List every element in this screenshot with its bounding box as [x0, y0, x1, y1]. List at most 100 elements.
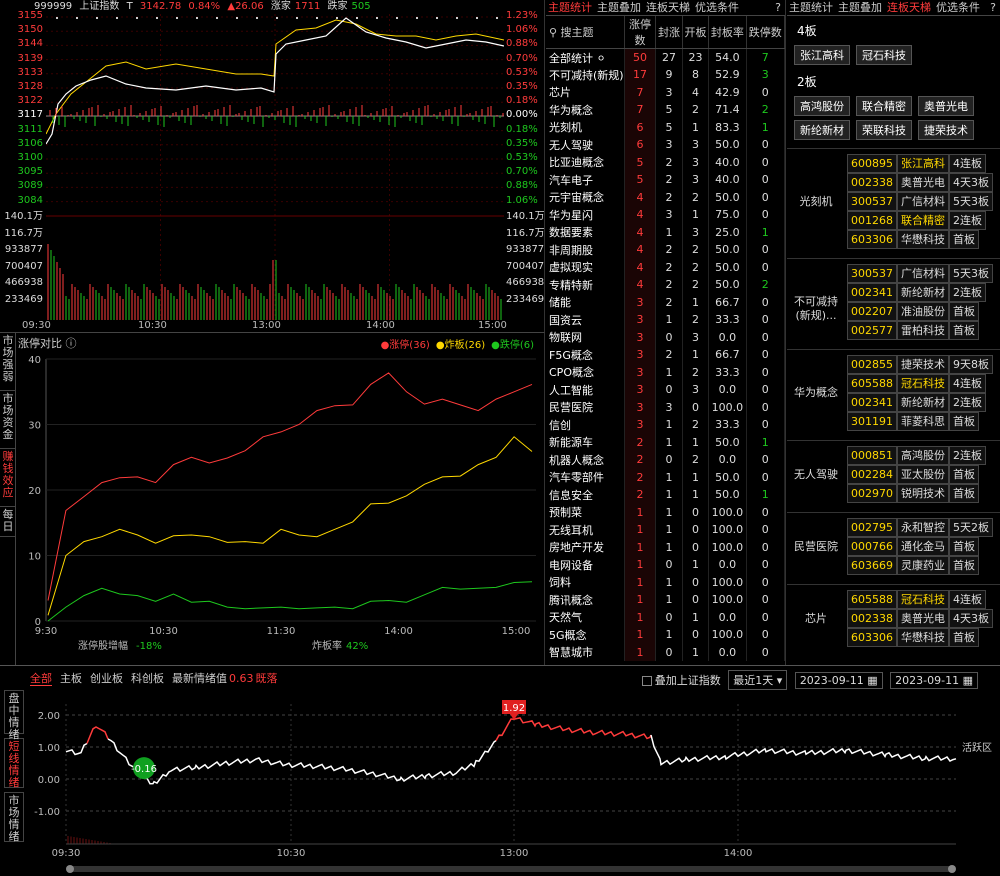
ladder-stock[interactable]: 000766 通化金马 首板: [847, 537, 1000, 556]
theme-row[interactable]: 华为星闪 4 3 1 75.0 0: [546, 206, 785, 224]
theme-row[interactable]: 机器人概念 2 0 2 0.0 0: [546, 451, 785, 469]
overlay-checkbox[interactable]: [641, 676, 652, 686]
theme-row[interactable]: 民营医院 3 3 0 100.0 0: [546, 398, 785, 416]
stock-chip[interactable]: 奥普光电: [918, 96, 974, 116]
ladder-stock[interactable]: 600895 张江高科 4连板: [847, 154, 1000, 173]
ladder-stock[interactable]: 000851 高鸿股份 2连板: [847, 446, 1000, 465]
theme-row[interactable]: 预制菜 1 1 0 100.0 0: [546, 503, 785, 521]
theme-row[interactable]: 数据要素 4 1 3 25.0 1: [546, 223, 785, 241]
ladder-stock[interactable]: 002795 永和智控 5天2板: [847, 518, 1000, 537]
ladder-stock[interactable]: 002207 准油股份 首板: [847, 302, 1000, 321]
ladder-tab-4[interactable]: ?: [990, 1, 996, 14]
price-tick-right: 0.53%: [506, 152, 538, 163]
theme-row[interactable]: 无人驾驶 6 3 3 50.0 0: [546, 136, 785, 154]
theme-row[interactable]: 房地产开发 1 1 0 100.0 0: [546, 538, 785, 556]
theme-row[interactable]: 元宇宙概念 4 2 2 50.0 0: [546, 188, 785, 206]
theme-row[interactable]: 国资云 3 1 2 33.3 0: [546, 311, 785, 329]
index-intraday-chart[interactable]: [46, 14, 504, 320]
theme-row[interactable]: 无线耳机 1 1 0 100.0 0: [546, 521, 785, 539]
theme-row[interactable]: 人工智能 3 0 3 0.0 0: [546, 381, 785, 399]
theme-tab-2[interactable]: 连板天梯: [646, 1, 690, 14]
sentiment-tab-3[interactable]: 科创板: [131, 672, 164, 685]
theme-row[interactable]: CPO概念 3 1 2 33.3 0: [546, 363, 785, 381]
side-tab-2[interactable]: 赚钱效应: [0, 449, 16, 507]
theme-tab-0[interactable]: 主题统计: [548, 1, 592, 14]
stock-chip[interactable]: 联合精密: [856, 96, 912, 116]
ladder-stock[interactable]: 002338 奥普光电 4天3板: [847, 609, 1000, 628]
theme-row[interactable]: F5G概念 3 2 1 66.7 0: [546, 346, 785, 364]
stock-chip[interactable]: 捷荣技术: [918, 120, 974, 140]
ladder-stock[interactable]: 002338 奥普光电 4天3板: [847, 173, 1000, 192]
ladder-stock[interactable]: 002341 新纶新材 2连板: [847, 393, 1000, 412]
ladder-stock[interactable]: 603669 灵康药业 首板: [847, 556, 1000, 575]
theme-row[interactable]: 饲料 1 1 0 100.0 0: [546, 573, 785, 591]
theme-cell: 1: [624, 503, 657, 521]
theme-row[interactable]: 5G概念 1 1 0 100.0 0: [546, 626, 785, 644]
ladder-stock[interactable]: 002855 捷荣技术 9天8板: [847, 355, 1000, 374]
sentiment-side-tab-0[interactable]: 盘中情绪: [4, 690, 24, 741]
theme-row[interactable]: 天然气 1 0 1 0.0 0: [546, 608, 785, 626]
ladder-stock[interactable]: 002284 亚太股份 首板: [847, 465, 1000, 484]
theme-row[interactable]: 信息安全 2 1 1 50.0 1: [546, 486, 785, 504]
sentiment-side-tab-2[interactable]: 市场情绪: [4, 792, 24, 843]
theme-row[interactable]: 腾讯概念 1 1 0 100.0 0: [546, 591, 785, 609]
stock-chip[interactable]: 荣联科技: [856, 120, 912, 140]
ladder-tab-2[interactable]: 连板天梯: [887, 1, 931, 14]
theme-row[interactable]: 汽车零部件 2 1 1 50.0 0: [546, 468, 785, 486]
stock-chip[interactable]: 高鸿股份: [794, 96, 850, 116]
ladder-stock[interactable]: 603306 华懋科技 首板: [847, 628, 1000, 647]
ladder-stock[interactable]: 605588 冠石科技 4连板: [847, 590, 1000, 609]
ladder-stock[interactable]: 001268 联合精密 2连板: [847, 211, 1000, 230]
theme-tab-3[interactable]: 优选条件: [695, 1, 739, 14]
stock-chip[interactable]: 张江高科: [794, 45, 850, 65]
theme-row[interactable]: 芯片 7 3 4 42.9 0: [546, 83, 785, 101]
ladder-stock[interactable]: 603306 华懋科技 首板: [847, 230, 1000, 249]
limit-compare-chart[interactable]: 40 30 20 10 09:30 10:30 11:30 14:00 15:00 涨停股增幅 -1…: [16, 351, 544, 664]
theme-row[interactable]: 全部统计 ⚪ 50 27 23 54.0 7: [546, 48, 785, 66]
ladder-tab-1[interactable]: 主题叠加: [838, 1, 882, 14]
ladder-stock[interactable]: 300537 广信材料 5天3板: [847, 192, 1000, 211]
theme-row[interactable]: 汽车电子 5 2 3 40.0 0: [546, 171, 785, 189]
ladder-stock[interactable]: 300537 广信材料 5天3板: [847, 264, 1000, 283]
sentiment-side-tab-1[interactable]: 短线情绪: [4, 738, 24, 789]
ladder-stock[interactable]: 002970 锐明技术 首板: [847, 484, 1000, 503]
theme-row[interactable]: 光刻机 6 5 1 83.3 1: [546, 118, 785, 136]
theme-row[interactable]: 信创 3 1 2 33.3 0: [546, 416, 785, 434]
info-icon[interactable]: ⓘ: [65, 337, 77, 350]
theme-row[interactable]: 比亚迪概念 5 2 3 40.0 0: [546, 153, 785, 171]
event-dot: [296, 17, 298, 19]
sentiment-tab-2[interactable]: 创业板: [90, 672, 123, 685]
ladder-tab-3[interactable]: 优选条件: [936, 1, 980, 14]
theme-cell: 1: [624, 608, 657, 626]
ladder-stock[interactable]: 605588 冠石科技 4连板: [847, 374, 1000, 393]
sentiment-chart[interactable]: 2.00 1.00 0.00 -1.00 09:30 10:30 13:00 14:00 1.9…: [26, 684, 1000, 876]
theme-row[interactable]: 储能 3 2 1 66.7 0: [546, 293, 785, 311]
theme-row[interactable]: 华为概念 7 5 2 71.4 2: [546, 101, 785, 119]
date-to-input[interactable]: 2023-09-11 ▦: [890, 672, 978, 689]
side-tab-3[interactable]: 每日: [0, 507, 16, 537]
calendar-icon[interactable]: ▦: [962, 674, 973, 687]
stock-chip[interactable]: 冠石科技: [856, 45, 912, 65]
theme-row[interactable]: 新能源车 2 1 1 50.0 1: [546, 433, 785, 451]
theme-row[interactable]: 虚拟现实 4 2 2 50.0 0: [546, 258, 785, 276]
side-tab-1[interactable]: 市场资金: [0, 391, 16, 449]
theme-row[interactable]: 电网设备 1 0 1 0.0 0: [546, 556, 785, 574]
ladder-tab-0[interactable]: 主题统计: [789, 1, 833, 14]
calendar-icon[interactable]: ▦: [867, 674, 878, 687]
sentiment-tab-1[interactable]: 主板: [60, 672, 82, 685]
sentiment-tab-0[interactable]: 全部: [30, 672, 52, 686]
theme-row[interactable]: 物联网 3 0 3 0.0 0: [546, 328, 785, 346]
theme-tab-1[interactable]: 主题叠加: [597, 1, 641, 14]
theme-row[interactable]: 专精特新 4 2 2 50.0 2: [546, 276, 785, 294]
theme-row[interactable]: 非周期股 4 2 2 50.0 0: [546, 241, 785, 259]
ladder-stock[interactable]: 002577 雷柏科技 首板: [847, 321, 1000, 340]
theme-col-0[interactable]: ⚲ 搜主题: [546, 16, 625, 49]
theme-row[interactable]: 不可减持(新规) 17 9 8 52.9 3: [546, 66, 785, 84]
ladder-stock[interactable]: 002341 新纶新材 2连板: [847, 283, 1000, 302]
theme-row[interactable]: 智慧城市 1 0 1 0.0 0: [546, 643, 785, 661]
theme-cell: 1: [655, 223, 683, 241]
ladder-stock[interactable]: 301191 菲菱科思 首板: [847, 412, 1000, 431]
stock-chip[interactable]: 新纶新材: [794, 120, 850, 140]
theme-tab-4[interactable]: ?: [775, 1, 781, 14]
side-tab-0[interactable]: 市场强弱: [0, 333, 16, 391]
